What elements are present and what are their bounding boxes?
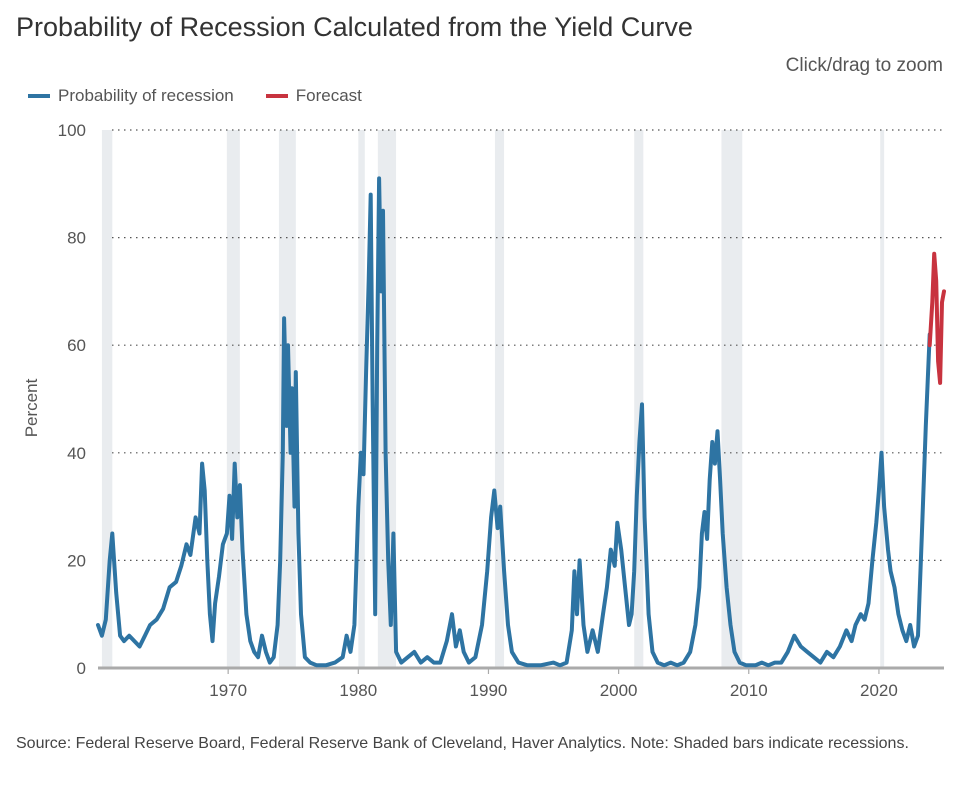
x-tick-label-1980: 1980 [339, 681, 377, 700]
legend-label-probability: Probability of recession [58, 86, 234, 105]
source-note: Source: Federal Reserve Board, Federal R… [16, 735, 909, 752]
chart-plot[interactable]: 0 20 40 60 80 100 1970 1980 1990 2000 2010 2020 [0, 0, 960, 720]
recession-band-1 [226, 130, 240, 668]
legend-label-forecast: Forecast [295, 86, 362, 105]
zoom-hint[interactable]: Click/drag to zoom [785, 55, 943, 76]
recession-band-7 [721, 130, 743, 668]
legend-swatch-forecast [265, 94, 288, 98]
y-tick-label-60: 60 [67, 336, 86, 355]
x-tick-label-1970: 1970 [209, 681, 247, 700]
series-line-forecast [927, 251, 946, 385]
series-line-probability [96, 176, 932, 668]
legend: Probability of recession Forecast [28, 86, 394, 106]
y-tick-label-100: 100 [58, 121, 86, 140]
legend-swatch-probability [28, 94, 50, 98]
y-tick-label-80: 80 [67, 229, 86, 248]
y-tick-label-20: 20 [67, 551, 86, 570]
recession-band-6 [634, 130, 644, 668]
recession-band-8 [880, 130, 885, 668]
x-tick-label-2010: 2010 [730, 681, 768, 700]
recession-band-3 [358, 130, 365, 668]
x-tick-label-1990: 1990 [470, 681, 508, 700]
recession-band-0 [101, 130, 113, 668]
x-tick-label-2020: 2020 [860, 681, 898, 700]
y-tick-label-40: 40 [67, 444, 86, 463]
recession-band-5 [494, 130, 505, 668]
chart-title: Probability of Recession Calculated from… [16, 12, 693, 42]
y-tick-label-0: 0 [77, 659, 86, 678]
legend-item-probability[interactable]: Probability of recession [28, 86, 234, 106]
x-tick-label-2000: 2000 [600, 681, 638, 700]
legend-item-forecast[interactable]: Forecast [265, 86, 362, 106]
